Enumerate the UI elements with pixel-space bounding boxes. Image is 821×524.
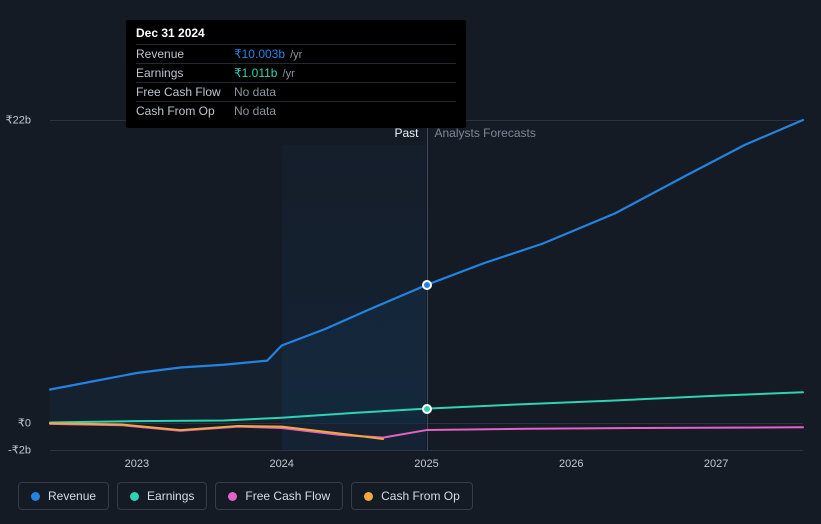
legend-swatch [31,492,40,501]
tooltip-row-key: Earnings [136,66,234,80]
forecast-chart: ₹22b₹0-₹2b Past Analysts Forecasts 20232… [18,120,803,450]
legend-swatch [228,492,237,501]
chart-legend: Revenue Earnings Free Cash Flow Cash From O… [18,482,473,510]
legend-label: Free Cash Flow [245,489,330,503]
tooltip-row-value: No data [234,85,276,99]
grid-line [50,450,803,451]
x-axis-label: 2027 [704,458,728,470]
tooltip-row-value: ₹10.003b /yr [234,47,302,61]
legend-label: Revenue [48,489,96,503]
hover-marker-revenue [422,280,432,290]
legend-item-free_cash_flow[interactable]: Free Cash Flow [215,482,343,510]
x-axis-label: 2024 [269,458,293,470]
tooltip-row: Free Cash FlowNo data [136,82,456,101]
tooltip-row: Cash From OpNo data [136,101,456,120]
legend-swatch [130,492,139,501]
y-axis-label: -₹2b [8,444,31,457]
legend-item-earnings[interactable]: Earnings [117,482,207,510]
tooltip-row-value: No data [234,104,276,118]
x-axis-label: 2026 [559,458,583,470]
legend-item-revenue[interactable]: Revenue [18,482,109,510]
tooltip-row-key: Free Cash Flow [136,85,234,99]
series-line-free_cash_flow [50,424,803,438]
tooltip-row: Earnings₹1.011b /yr [136,63,456,82]
tooltip-row-key: Revenue [136,47,234,61]
x-axis-label: 2023 [125,458,149,470]
y-axis-label: ₹0 [18,416,31,429]
legend-label: Earnings [147,489,194,503]
hover-marker-earnings [422,404,432,414]
legend-label: Cash From Op [381,489,460,503]
legend-swatch [364,492,373,501]
tooltip-date: Dec 31 2024 [136,26,456,44]
legend-item-cash_from_op[interactable]: Cash From Op [351,482,473,510]
chart-tooltip: Dec 31 2024 Revenue₹10.003b /yrEarnings₹… [126,20,466,128]
x-axis-label: 2025 [414,458,438,470]
tooltip-row: Revenue₹10.003b /yr [136,44,456,63]
chart-plot[interactable]: Past Analysts Forecasts 2023202420252026… [50,120,803,450]
tooltip-row-value: ₹1.011b /yr [234,66,295,80]
y-axis-label: ₹22b [6,114,31,127]
tooltip-row-key: Cash From Op [136,104,234,118]
